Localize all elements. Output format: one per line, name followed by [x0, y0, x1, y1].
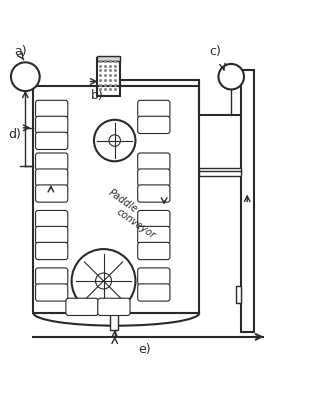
FancyBboxPatch shape: [35, 242, 68, 260]
Text: Paddle: Paddle: [106, 188, 139, 215]
FancyBboxPatch shape: [138, 100, 170, 118]
FancyBboxPatch shape: [35, 284, 68, 301]
Text: a): a): [14, 45, 27, 58]
FancyBboxPatch shape: [35, 268, 68, 285]
Bar: [199, 168, 241, 176]
FancyBboxPatch shape: [35, 227, 68, 244]
FancyBboxPatch shape: [138, 185, 170, 202]
Bar: [241, 70, 253, 332]
Circle shape: [71, 249, 136, 313]
Bar: [110, 311, 118, 331]
Bar: [236, 286, 241, 303]
FancyBboxPatch shape: [138, 227, 170, 244]
Circle shape: [11, 62, 40, 91]
Circle shape: [218, 64, 244, 89]
FancyBboxPatch shape: [35, 100, 68, 118]
FancyBboxPatch shape: [138, 242, 170, 260]
FancyBboxPatch shape: [138, 169, 170, 186]
Circle shape: [96, 273, 111, 289]
FancyBboxPatch shape: [35, 169, 68, 186]
FancyBboxPatch shape: [66, 298, 98, 316]
Text: d): d): [8, 128, 21, 141]
FancyBboxPatch shape: [138, 116, 170, 133]
FancyBboxPatch shape: [138, 210, 170, 228]
FancyBboxPatch shape: [35, 185, 68, 202]
FancyBboxPatch shape: [138, 284, 170, 301]
FancyBboxPatch shape: [35, 116, 68, 133]
FancyBboxPatch shape: [138, 153, 170, 170]
Text: e): e): [139, 343, 151, 356]
Bar: [97, 57, 119, 96]
FancyBboxPatch shape: [35, 132, 68, 149]
FancyBboxPatch shape: [35, 153, 68, 170]
Circle shape: [94, 120, 136, 161]
FancyBboxPatch shape: [138, 268, 170, 285]
FancyBboxPatch shape: [35, 210, 68, 228]
Text: b): b): [91, 89, 103, 102]
Bar: [33, 86, 199, 313]
Bar: [97, 56, 119, 61]
Circle shape: [109, 135, 120, 146]
FancyBboxPatch shape: [98, 298, 130, 316]
Text: conveyor: conveyor: [114, 207, 157, 240]
Text: c): c): [209, 45, 221, 58]
